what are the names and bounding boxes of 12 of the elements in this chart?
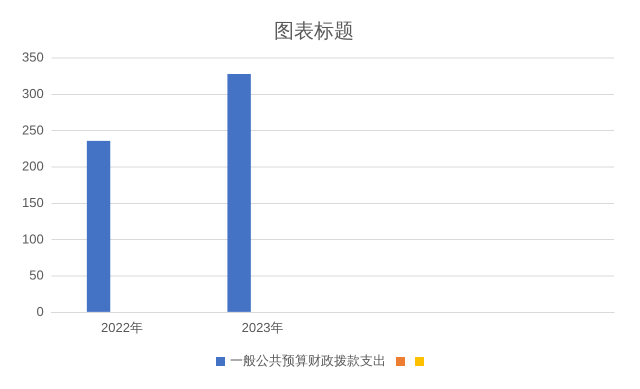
chart-title: 图表标题 [274, 20, 354, 43]
x-tick-label: 2022年 [101, 320, 143, 335]
y-tick-label: 250 [22, 122, 44, 138]
x-tick-label: 2023年 [242, 320, 284, 335]
y-tick-label: 300 [22, 86, 44, 101]
y-tick-label: 50 [29, 268, 44, 283]
legend-label: 一般公共预算财政拨款支出 [230, 352, 386, 370]
y-tick-label: 0 [36, 304, 44, 319]
y-tick-label: 100 [22, 231, 44, 246]
y-tick-label: 200 [22, 158, 44, 174]
y-tick-label: 350 [22, 50, 44, 65]
y-tick-label: 150 [22, 194, 44, 210]
